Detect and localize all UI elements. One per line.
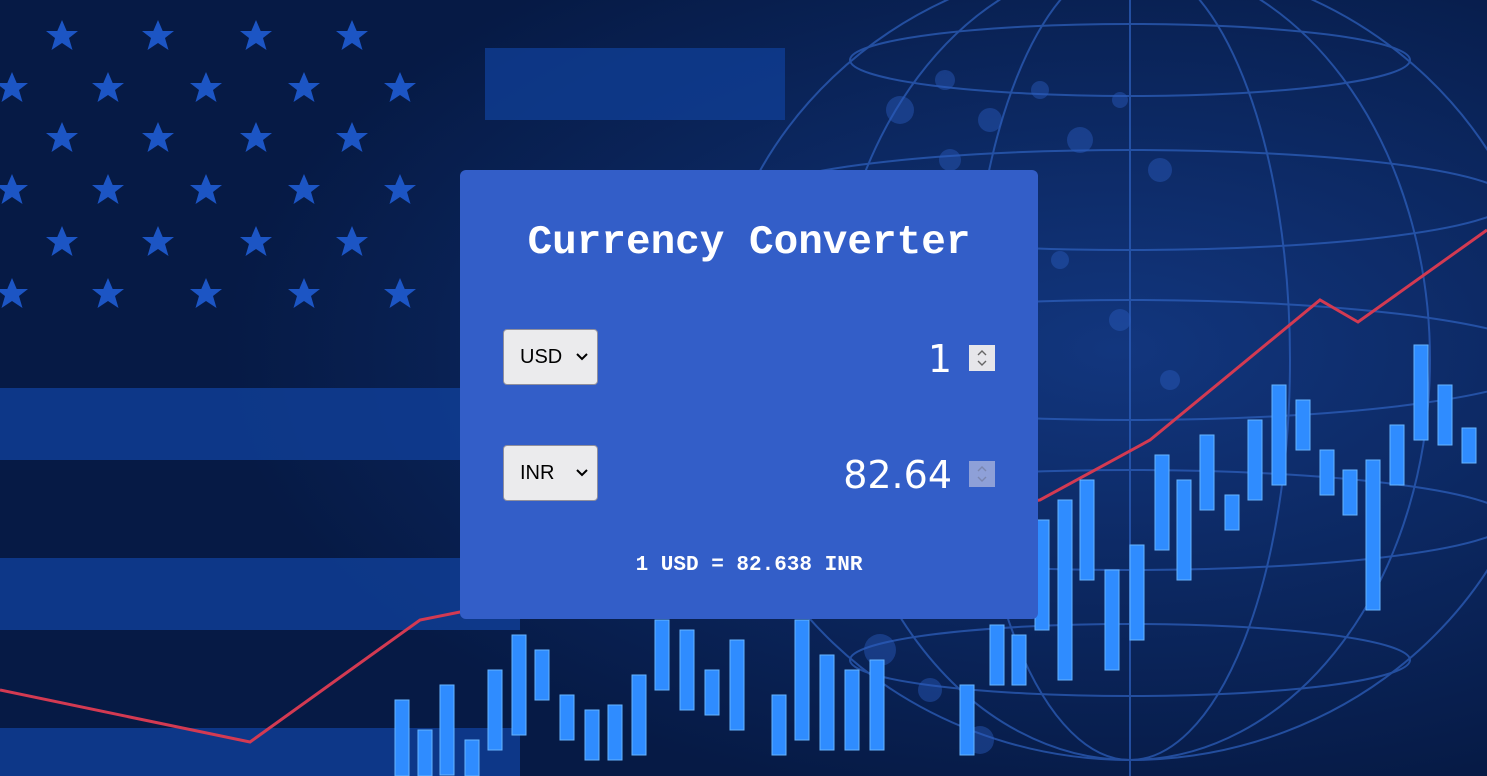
trend-line xyxy=(0,228,1487,744)
exchange-rate-text: 1 USD = 82.638 INR xyxy=(635,554,863,577)
from-amount-spinner[interactable] xyxy=(969,345,995,371)
to-amount-input[interactable]: 82.64 xyxy=(843,453,952,497)
spinner-arrows-icon xyxy=(977,466,987,482)
to-row: INR 82.64 xyxy=(503,445,995,503)
converter-card: Currency Converter USD 1 INR 82.64 xyxy=(460,170,1038,619)
from-currency-value: USD xyxy=(520,345,563,368)
to-currency-value: INR xyxy=(520,461,555,484)
to-currency-select[interactable]: INR xyxy=(503,445,598,501)
spinner-arrows-icon xyxy=(977,350,987,366)
page-title: Currency Converter xyxy=(527,220,971,266)
candlestick-chart xyxy=(394,344,1477,776)
to-amount-spinner[interactable] xyxy=(969,461,995,487)
chevron-down-icon xyxy=(576,469,588,477)
from-row: USD 1 xyxy=(503,329,995,387)
chevron-down-icon xyxy=(576,353,588,361)
from-amount-input[interactable]: 1 xyxy=(927,337,952,381)
from-currency-select[interactable]: USD xyxy=(503,329,598,385)
